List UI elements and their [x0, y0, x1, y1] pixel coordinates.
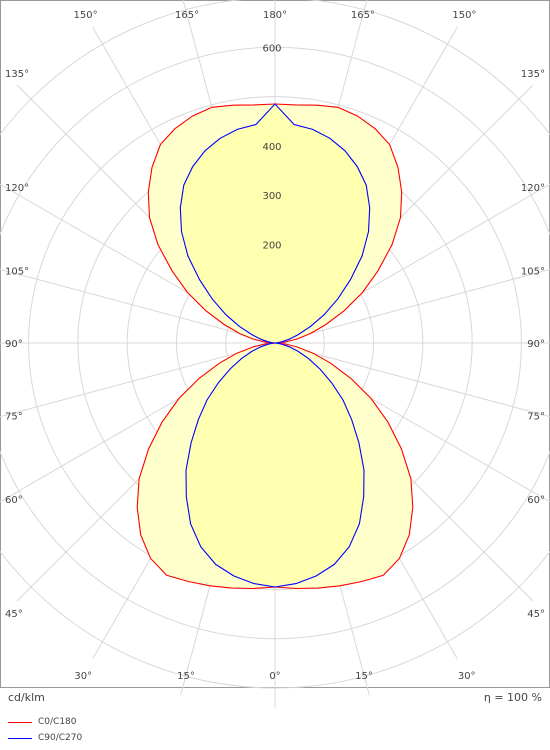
angle-tick-label: 0°	[269, 671, 280, 682]
radial-tick-label: 600	[262, 43, 281, 54]
legend-swatch-c90-c270	[8, 737, 32, 739]
angle-tick-label: 45°	[527, 609, 545, 620]
angle-tick-label: 105°	[5, 267, 29, 278]
angle-tick-label: 15°	[355, 671, 373, 682]
angle-tick-label: 15°	[177, 671, 195, 682]
legend-label-c0-c180: C0/C180	[38, 717, 77, 727]
grid-spoke	[0, 342, 276, 418]
angle-tick-label: 135°	[5, 69, 29, 80]
angle-tick-label: 180°	[263, 10, 287, 21]
angle-tick-label: 75°	[527, 411, 545, 422]
tick-labels: 200 300 400 600 150° 165° 180° 165° 150° 135° 135°…	[5, 10, 545, 682]
angle-tick-label: 120°	[5, 183, 29, 194]
radial-tick-label: 200	[262, 240, 281, 251]
series-line-c90-c270	[179, 103, 371, 588]
series-layer	[136, 103, 414, 590]
angle-tick-label: 75°	[5, 411, 23, 422]
angle-tick-label: 90°	[5, 339, 23, 350]
legend-swatch-c0-c180	[8, 721, 32, 723]
grid-spoke	[274, 268, 550, 344]
angle-tick-label: 30°	[74, 671, 92, 682]
angle-tick-label: 90°	[527, 339, 545, 350]
angle-tick-label: 135°	[521, 69, 545, 80]
angle-tick-label: 150°	[452, 10, 476, 21]
legend-item-c90-c270: C90/C270	[8, 733, 82, 743]
angle-tick-label: 120°	[521, 183, 545, 194]
angle-tick-label: 60°	[5, 495, 23, 506]
angle-tick-label: 60°	[527, 495, 545, 506]
efficiency-label: η = 100 %	[483, 691, 542, 704]
angle-tick-label: 105°	[521, 267, 545, 278]
angle-tick-label: 30°	[458, 671, 476, 682]
unit-label: cd/klm	[8, 691, 45, 704]
angle-tick-label: 150°	[74, 10, 98, 21]
radial-tick-label: 400	[262, 142, 281, 153]
grid-spoke	[274, 342, 550, 418]
angle-tick-label: 165°	[175, 10, 199, 21]
series-fill-c90-c270	[180, 104, 370, 587]
legend-label-c90-c270: C90/C270	[38, 733, 83, 743]
legend-item-c0-c180: C0/C180	[8, 717, 77, 727]
grid-spoke	[0, 268, 276, 344]
angle-tick-label: 165°	[351, 10, 375, 21]
angle-tick-label: 45°	[5, 609, 23, 620]
radial-tick-label: 300	[262, 191, 281, 202]
